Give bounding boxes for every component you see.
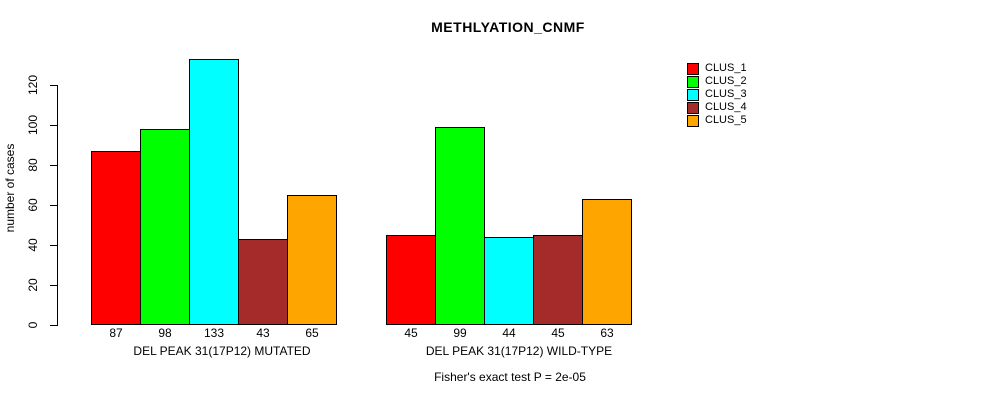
bar-clus_1-group1 [91, 151, 141, 325]
bar-clus_5-group2 [582, 199, 632, 325]
bar-clus_3-group2 [484, 237, 534, 325]
y-tick-mark-80 [50, 165, 57, 166]
group-label-2: DEL PEAK 31(17P12) WILD-TYPE [425, 344, 613, 358]
bar-value-label: 87 [109, 326, 123, 340]
group-label-1: DEL PEAK 31(17P12) MUTATED [133, 344, 311, 358]
y-tick-mark-0 [50, 325, 57, 326]
legend-label: CLUS_1 [705, 62, 747, 74]
bar-clus_5-group1 [287, 195, 337, 325]
legend-item-clus_1: CLUS_1 [687, 62, 747, 75]
legend-label: CLUS_5 [705, 114, 747, 126]
y-tick-label-40: 40 [26, 238, 40, 252]
legend-label: CLUS_4 [705, 101, 747, 113]
legend-swatch-clus_4 [687, 101, 699, 114]
y-tick-label-20: 20 [26, 278, 40, 292]
y-tick-mark-20 [50, 285, 57, 286]
legend-swatch-clus_5 [687, 114, 699, 127]
y-tick-mark-60 [50, 205, 57, 206]
legend-item-clus_3: CLUS_3 [687, 88, 747, 101]
bar-clus_2-group2 [435, 127, 485, 325]
legend-swatch-clus_2 [687, 75, 699, 88]
y-axis-label: number of cases [3, 143, 17, 233]
bar-clus_2-group1 [140, 129, 190, 325]
bar-value-label: 65 [305, 326, 319, 340]
y-tick-mark-40 [50, 245, 57, 246]
y-tick-label-60: 60 [26, 198, 40, 212]
bar-clus_4-group1 [238, 239, 288, 325]
legend-label: CLUS_2 [705, 75, 747, 87]
legend: CLUS_1 CLUS_2 CLUS_3 CLUS_4 CLUS_5 [687, 62, 747, 127]
bar-value-label: 133 [203, 326, 225, 340]
bar-value-label: 63 [600, 326, 614, 340]
bar-value-label: 45 [404, 326, 418, 340]
legend-item-clus_5: CLUS_5 [687, 114, 747, 127]
legend-label: CLUS_3 [705, 88, 747, 100]
fisher-test-annotation: Fisher's exact test P = 2e-05 [434, 370, 586, 384]
legend-item-clus_2: CLUS_2 [687, 75, 747, 88]
bar-clus_3-group1 [189, 59, 239, 325]
bar-clus_4-group2 [533, 235, 583, 325]
y-axis-line [57, 85, 58, 326]
y-tick-label-80: 80 [26, 158, 40, 172]
y-tick-mark-100 [50, 125, 57, 126]
chart-title: METHLYATION_CNMF [431, 19, 585, 35]
bar-value-label: 43 [256, 326, 270, 340]
y-tick-label-100: 100 [26, 114, 40, 136]
y-tick-label-120: 120 [26, 74, 40, 96]
legend-swatch-clus_1 [687, 62, 699, 75]
legend-item-clus_4: CLUS_4 [687, 101, 747, 114]
bar-clus_1-group2 [386, 235, 436, 325]
y-tick-mark-120 [50, 85, 57, 86]
legend-swatch-clus_3 [687, 88, 699, 101]
bar-value-label: 99 [453, 326, 467, 340]
bar-value-label: 45 [551, 326, 565, 340]
bar-value-label: 44 [502, 326, 516, 340]
bar-value-label: 98 [158, 326, 172, 340]
y-tick-label-0: 0 [26, 321, 40, 329]
